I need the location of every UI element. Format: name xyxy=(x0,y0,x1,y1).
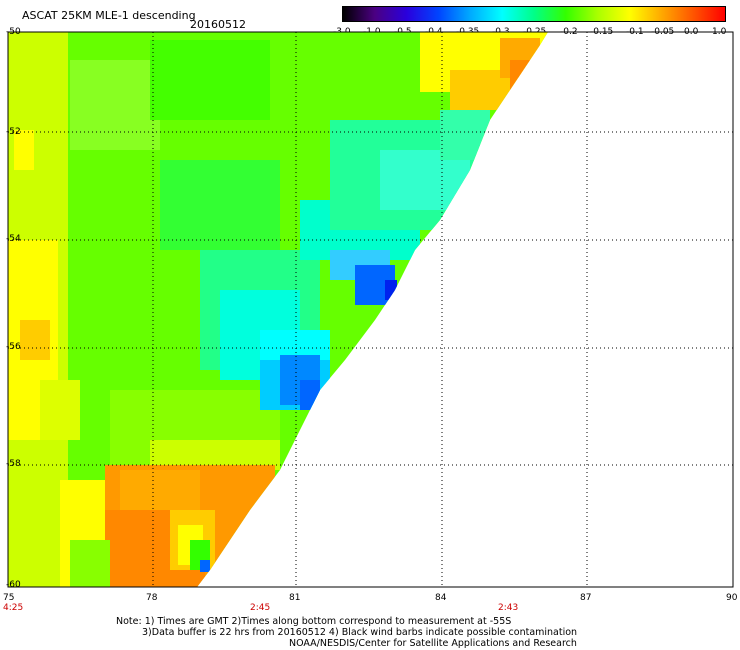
lat-label: -54 xyxy=(6,234,21,244)
colorbar xyxy=(342,6,726,22)
swath-data xyxy=(8,32,548,587)
lon-label: 90 xyxy=(726,593,738,603)
pass-time: 4:25 xyxy=(3,603,24,613)
note-line-2: 3)Data buffer is 22 hrs from 20160512 4)… xyxy=(142,627,578,638)
lon-label: 75 xyxy=(3,593,15,603)
lat-label: -52 xyxy=(6,127,21,137)
note-line-1: Note: 1) Times are GMT 2)Times along bot… xyxy=(116,616,512,627)
lon-label: 84 xyxy=(435,593,447,603)
lat-label: -50 xyxy=(6,27,21,37)
pass-time: 2:43 xyxy=(498,603,519,613)
lon-label: 81 xyxy=(289,593,301,603)
lat-label: -58 xyxy=(6,459,21,469)
lat-label: -56 xyxy=(6,342,21,352)
lon-label: 78 xyxy=(146,593,158,603)
product-title: ASCAT 25KM MLE-1 descending xyxy=(22,9,196,22)
note-line-3: NOAA/NESDIS/Center for Satellite Applica… xyxy=(289,638,577,649)
graticule xyxy=(8,32,733,587)
lat-label: -60 xyxy=(6,580,21,590)
map-frame xyxy=(7,31,734,588)
product-date: 20160512 xyxy=(190,18,246,31)
lon-label: 87 xyxy=(580,593,592,603)
colorbar-gradient xyxy=(343,7,725,21)
pass-time: 2:45 xyxy=(250,603,271,613)
